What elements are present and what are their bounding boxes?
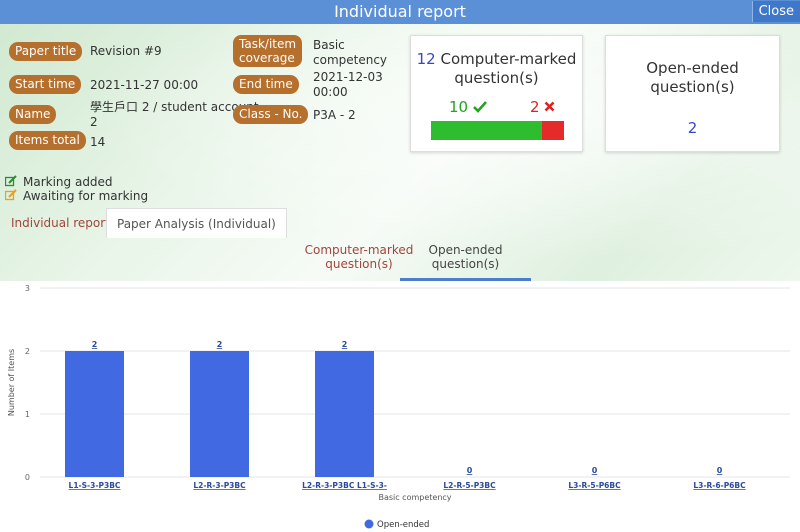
active-subtab-indicator: [400, 278, 531, 281]
end-time-value: 2021-12-03 00:00: [313, 70, 383, 100]
data-label: 0: [592, 466, 598, 475]
awaiting-marking-legend: Awaiting for marking: [4, 189, 149, 203]
computer-marked-title-text: Computer-marked: [440, 50, 577, 68]
wrong-score: 2: [530, 98, 555, 116]
coverage-label-line1: Task/item: [239, 37, 297, 51]
data-label: 0: [717, 466, 723, 475]
y-tick-label: 2: [25, 347, 30, 356]
y-tick-label: 3: [25, 284, 30, 293]
wrong-progress-fill: [541, 121, 564, 140]
tab-individual-report[interactable]: Individual report: [11, 216, 110, 230]
legend-label: Open-ended: [377, 520, 429, 530]
bar-chart: 0 1 2 3 Number of Items 2 L1-S-3-P3BC 2 L2-R-3-P…: [7, 284, 790, 530]
paper-title-label: Paper title: [9, 42, 83, 61]
coverage-label-line2: coverage: [239, 51, 295, 65]
coverage-label: Task/item coverage: [233, 35, 303, 67]
check-icon: [472, 101, 487, 113]
cross-icon: [544, 101, 555, 112]
legend-marker: [364, 519, 374, 529]
end-time-line2: 00:00: [313, 85, 348, 99]
open-ended-count: 2: [687, 119, 698, 137]
end-time-line1: 2021-12-03: [313, 70, 383, 84]
marking-added-legend: Marking added: [4, 175, 113, 189]
subtab-open-ended-line1: Open-ended: [428, 243, 503, 257]
name-line1: 學生戶口 2 / student account: [90, 100, 259, 114]
coverage-value-line2: competency: [313, 53, 388, 67]
subtab-open-ended[interactable]: Open-ended question(s): [400, 243, 531, 271]
x-tick-label: L3-R-5-P6BC: [568, 481, 621, 490]
chart-area: 0 1 2 3 Number of Items 2 L1-S-3-P3BC 2 L2-R-3-P…: [0, 281, 800, 532]
subtab-computer-marked-line2: question(s): [325, 257, 393, 271]
computer-marked-card: 12 Computer-marked question(s) 10 2: [410, 35, 583, 152]
items-total-value: 14: [90, 135, 106, 149]
coverage-value: Basic competency: [313, 38, 387, 68]
items-total-label: Items total: [9, 131, 86, 150]
bar: [65, 351, 124, 477]
computer-marked-title-line1: 12 Computer-marked: [411, 50, 582, 69]
x-tick-label: L2-R-3-P3BC: [193, 481, 246, 490]
correct-count: 10: [449, 98, 469, 116]
edit-icon: [4, 175, 17, 187]
end-time-label: End time: [233, 75, 299, 94]
correct-score: 10: [449, 98, 487, 116]
y-axis-label: Number of Items: [7, 349, 16, 416]
coverage-value-line1: Basic: [313, 38, 345, 52]
x-tick-label: L3-R-6-P6BC: [693, 481, 746, 490]
computer-marked-count: 12: [416, 50, 436, 68]
computer-marked-title-line2: question(s): [454, 69, 539, 87]
class-no-value: P3A - 2: [313, 108, 356, 122]
window-title: Individual report: [334, 2, 466, 21]
edit-pending-icon: [4, 189, 17, 201]
open-ended-title-line2: question(s): [650, 78, 735, 96]
name-label: Name: [9, 105, 57, 124]
open-ended-title-line1: Open-ended: [646, 59, 739, 77]
bar: [190, 351, 249, 477]
subtab-computer-marked-line1: Computer-marked: [304, 243, 414, 257]
subtab-computer-marked[interactable]: Computer-marked question(s): [270, 243, 448, 271]
data-label: 2: [92, 340, 98, 349]
bar: [315, 351, 374, 477]
y-tick-label: 1: [25, 410, 30, 419]
class-no-label: Class - No.: [233, 105, 309, 124]
wrong-count: 2: [530, 98, 540, 116]
tab-paper-analysis[interactable]: Paper Analysis (Individual): [106, 208, 287, 238]
start-time-value: 2021-11-27 00:00: [90, 78, 199, 92]
x-tick-label: L1-S-3-P3BC: [69, 481, 121, 490]
start-time-label: Start time: [9, 75, 82, 94]
data-label: 2: [342, 340, 348, 349]
paper-title-value: Revision #9: [90, 44, 162, 58]
close-button[interactable]: Close: [751, 1, 800, 22]
x-axis-label: Basic competency: [378, 493, 451, 502]
data-label: 2: [217, 340, 223, 349]
name-line2: 2: [90, 115, 98, 129]
x-tick-label: L2-R-5-P3BC: [443, 481, 496, 490]
window-title-bar: Individual report Close: [0, 0, 800, 24]
y-tick-label: 0: [25, 473, 30, 482]
open-ended-card: Open-ended question(s) 2: [605, 35, 780, 152]
correct-progress-fill: [431, 121, 542, 140]
x-tick-label: L2-R-3-P3BC L1-S-3-: [302, 481, 387, 490]
name-value: 學生戶口 2 / student account 2: [90, 100, 259, 130]
subtab-open-ended-line2: question(s): [431, 257, 500, 271]
awaiting-marking-text: Awaiting for marking: [23, 189, 149, 203]
marking-added-text: Marking added: [23, 175, 113, 189]
data-label: 0: [467, 466, 473, 475]
score-progress-bar: [431, 121, 564, 140]
